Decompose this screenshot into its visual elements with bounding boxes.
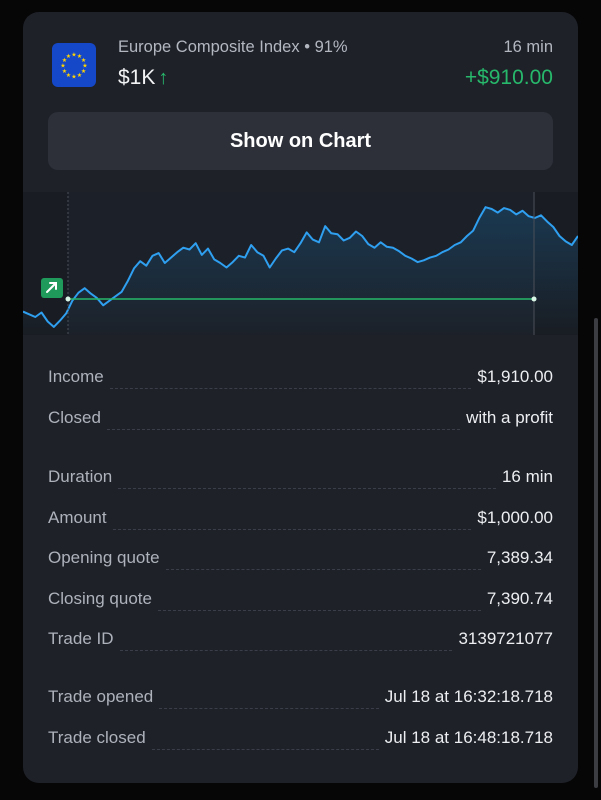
detail-row-trade-opened: Trade opened Jul 18 at 16:32:18.718 — [48, 682, 553, 712]
detail-value: 7,389.34 — [486, 548, 553, 567]
dotted-leader — [157, 609, 481, 611]
profit-amount: +$910.00 — [464, 66, 553, 89]
entry-up-arrow-icon — [41, 278, 63, 298]
detail-label: Opening quote — [48, 548, 160, 567]
mini-chart-svg — [23, 192, 578, 335]
eu-star-icon: ★ — [82, 63, 87, 70]
price-line — [23, 206, 578, 328]
detail-value: 7,390.74 — [486, 588, 553, 608]
eu-star-icon: ★ — [71, 74, 76, 81]
asset-name: Europe Composite Index — [118, 38, 300, 56]
separator-dot: • — [304, 38, 315, 56]
detail-row-closing-quote: Closing quote 7,390.74 — [48, 584, 553, 614]
eu-star-icon: ★ — [62, 68, 67, 75]
eu-star-icon: ★ — [77, 53, 82, 60]
exit-point — [531, 296, 537, 302]
eu-star-icon: ★ — [77, 72, 82, 79]
detail-value: $1,000.00 — [477, 507, 553, 527]
detail-value: Jul 18 at 16:32:18.718 — [384, 687, 553, 706]
entry-point — [65, 296, 71, 302]
detail-value: Jul 18 at 16:48:18.718 — [384, 727, 553, 747]
eu-flag-icon: ★ ★ ★ ★ ★ ★ ★ ★ ★ ★ ★ ★ — [52, 43, 96, 87]
dotted-leader — [106, 428, 461, 430]
dotted-leader — [151, 748, 379, 750]
trade-mini-chart — [23, 192, 578, 335]
dotted-leader — [165, 569, 481, 570]
trade-card: ★ ★ ★ ★ ★ ★ ★ ★ ★ ★ ★ ★ Europe Composite Index • 91… — [23, 12, 578, 783]
detail-row-trade-closed: Trade closed Jul 18 at 16:48:18.718 — [48, 723, 553, 753]
asset-title: Europe Composite Index • 91% — [118, 38, 348, 57]
trade-amount: $1K ↑ — [118, 66, 168, 90]
dotted-leader — [119, 650, 453, 651]
price-area — [23, 207, 578, 335]
detail-value: 16 min — [501, 467, 553, 486]
detail-row-income: Income $1,910.00 — [48, 362, 553, 392]
dotted-leader — [118, 488, 496, 489]
detail-value: $1,910.00 — [477, 367, 553, 386]
eu-star-icon: ★ — [81, 57, 86, 64]
eu-star-icon: ★ — [66, 53, 71, 60]
amount-short: $1K — [118, 66, 156, 89]
trade-header: ★ ★ ★ ★ ★ ★ ★ ★ ★ ★ ★ ★ Europe Composite Index • 91… — [23, 12, 578, 112]
eu-star-icon: ★ — [81, 68, 86, 75]
show-on-chart-button[interactable]: Show on Chart — [48, 112, 553, 170]
eu-star-icon: ★ — [71, 52, 76, 59]
detail-label: Trade opened — [48, 687, 154, 706]
detail-label: Trade ID — [48, 629, 114, 648]
detail-label: Amount — [48, 507, 107, 527]
detail-label: Trade closed — [48, 727, 146, 747]
payout-percent: 91% — [314, 38, 348, 56]
detail-row-closed: Closed with a profit — [48, 403, 553, 433]
detail-value: 3139721077 — [458, 629, 553, 648]
detail-label: Closed — [48, 407, 101, 427]
detail-value: with a profit — [466, 407, 553, 427]
detail-row-duration: Duration 16 min — [48, 462, 553, 492]
eu-star-icon: ★ — [60, 63, 65, 70]
detail-label: Closing quote — [48, 588, 152, 608]
detail-label: Income — [48, 367, 104, 386]
trade-duration: 16 min — [503, 38, 553, 56]
detail-row-trade-id: Trade ID 3139721077 — [48, 624, 553, 654]
detail-row-opening-quote: Opening quote 7,389.34 — [48, 543, 553, 573]
dotted-leader — [112, 528, 472, 530]
dotted-leader — [109, 388, 472, 389]
detail-label: Duration — [48, 467, 113, 486]
scrollbar[interactable] — [594, 318, 598, 788]
eu-star-icon: ★ — [66, 72, 71, 79]
eu-star-icon: ★ — [62, 57, 67, 64]
detail-row-amount: Amount $1,000.00 — [48, 503, 553, 533]
up-arrow-icon: ↑ — [158, 67, 169, 89]
dotted-leader — [159, 708, 379, 709]
